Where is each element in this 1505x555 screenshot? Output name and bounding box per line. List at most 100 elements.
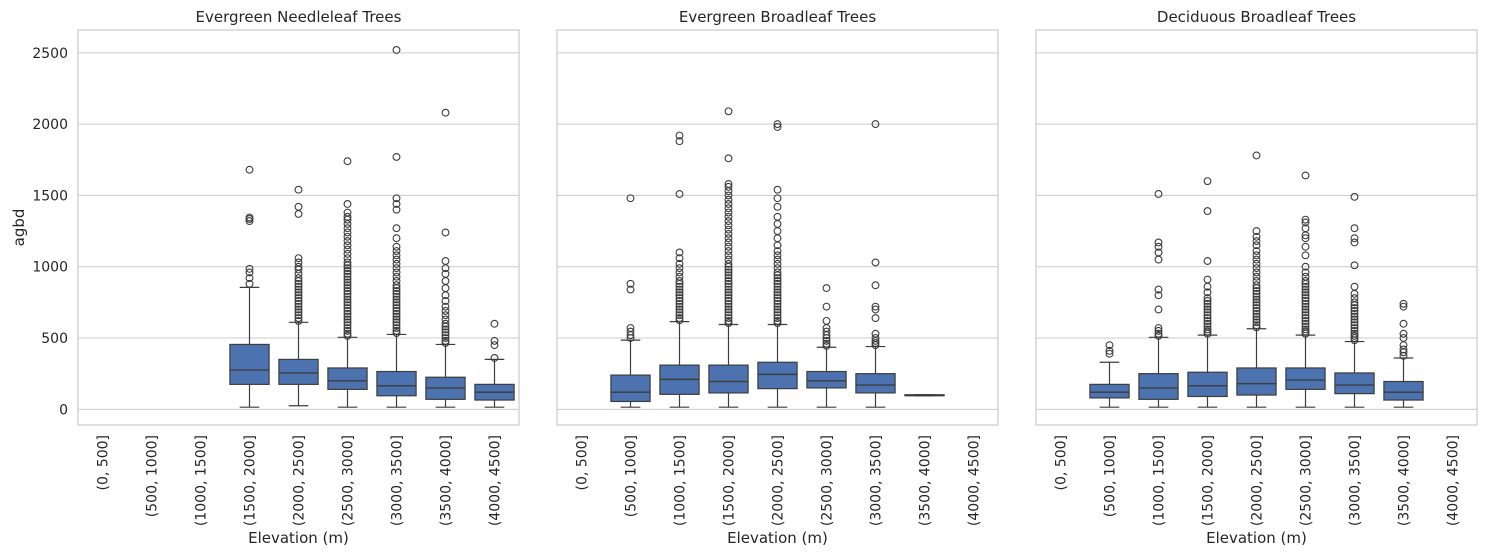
outlier-point	[626, 324, 635, 332]
outlier-point	[392, 312, 401, 321]
outlier-point	[1203, 299, 1212, 308]
outlier-point	[1301, 319, 1310, 328]
outlier-point	[294, 299, 303, 308]
outlier-point	[1399, 334, 1408, 342]
outlier-point	[294, 294, 303, 303]
outlier-point	[1203, 207, 1212, 216]
outlier-point	[773, 302, 782, 311]
x-axis-label: Elevation (m)	[248, 529, 349, 547]
outlier-point	[773, 314, 782, 323]
outlier-point	[294, 314, 303, 323]
outlier-point	[724, 302, 733, 311]
x-axis-label: Elevation (m)	[1206, 529, 1307, 547]
outlier-point	[392, 309, 401, 318]
outlier-point	[724, 308, 733, 317]
outlier-point	[490, 319, 499, 328]
outlier-point	[245, 213, 254, 222]
outlier-point	[441, 328, 450, 337]
box-iqr	[708, 364, 749, 394]
outlier-point	[441, 257, 450, 265]
outlier-point	[1301, 218, 1310, 227]
x-tick-label: (500, 1000]	[624, 435, 640, 517]
outlier-point	[724, 299, 733, 308]
outlier-point	[441, 306, 450, 315]
outlier-point	[773, 285, 782, 294]
chart-title: Evergreen Broadleaf Trees	[679, 8, 876, 26]
outlier-point	[675, 288, 684, 297]
outlier-point	[1154, 242, 1163, 251]
chart-title: Evergreen Needleleaf Trees	[196, 8, 402, 26]
outlier-point	[1350, 329, 1359, 338]
x-tick-label: (2000, 2500]	[771, 435, 787, 526]
outlier-point	[343, 157, 352, 166]
outlier-point	[1252, 318, 1261, 327]
outlier-point	[1301, 251, 1310, 260]
outlier-point	[1399, 341, 1408, 350]
outlier-point	[441, 325, 450, 334]
outlier-point	[294, 258, 303, 267]
box-1	[1089, 341, 1130, 408]
outlier-point	[294, 185, 303, 194]
outlier-point	[1301, 224, 1310, 233]
outlier-point	[724, 200, 733, 208]
outlier-point	[773, 251, 782, 260]
outlier-point	[1252, 292, 1261, 301]
box-3	[708, 107, 749, 408]
outlier-point	[773, 219, 782, 228]
outlier-point	[773, 255, 782, 264]
outlier-point	[1301, 302, 1310, 311]
box-iqr	[229, 343, 270, 385]
outlier-point	[392, 289, 401, 298]
box-iqr	[1138, 373, 1179, 400]
x-tick-label: (4000, 4500]	[1446, 435, 1462, 526]
outlier-point	[1252, 227, 1261, 236]
outlier-point	[773, 279, 782, 288]
outlier-point	[1301, 305, 1310, 314]
outlier-point	[343, 287, 352, 295]
outlier-point	[1252, 298, 1261, 307]
outlier-point	[1203, 302, 1212, 311]
outlier-point	[1203, 325, 1212, 334]
outlier-point	[724, 238, 733, 247]
outlier-point	[675, 272, 684, 281]
outlier-point	[392, 301, 401, 310]
outlier-point	[1399, 319, 1408, 328]
outlier-point	[773, 202, 782, 211]
outlier-point	[343, 315, 352, 324]
outlier-point	[675, 316, 684, 325]
y-tick-label: 1000	[32, 260, 68, 276]
outlier-point	[1154, 285, 1163, 294]
outlier-point	[724, 229, 733, 238]
outlier-point	[441, 339, 450, 347]
plot-frame	[1035, 29, 1478, 426]
outlier-point	[294, 288, 303, 297]
outlier-point	[1252, 309, 1261, 318]
box-iqr	[278, 358, 319, 385]
box-iqr	[855, 373, 896, 394]
outlier-point	[1350, 326, 1359, 335]
box-6	[855, 120, 896, 408]
outlier-point	[675, 254, 684, 263]
box-7	[425, 108, 466, 408]
outlier-point	[392, 321, 401, 330]
outlier-point	[1252, 315, 1261, 324]
outlier-point	[343, 321, 352, 330]
outlier-point	[294, 305, 303, 314]
box-5	[327, 157, 368, 408]
outlier-point	[675, 299, 684, 308]
outlier-point	[343, 208, 352, 217]
outlier-point	[343, 200, 352, 208]
x-tick-label: (2500, 3000]	[820, 435, 836, 526]
box-5	[1285, 171, 1326, 408]
x-tick-label: (4000, 4500]	[967, 435, 983, 526]
x-tick-label: (3500, 4000]	[1397, 435, 1413, 526]
outlier-point	[1203, 308, 1212, 317]
outlier-point	[724, 311, 733, 320]
box-2	[1138, 190, 1179, 408]
box-iqr	[1383, 380, 1424, 401]
outlier-point	[441, 315, 450, 324]
x-tick-label: (1000, 1500]	[1152, 435, 1168, 526]
outlier-point	[343, 301, 352, 310]
outlier-point	[871, 339, 880, 347]
outlier-point	[773, 259, 782, 268]
